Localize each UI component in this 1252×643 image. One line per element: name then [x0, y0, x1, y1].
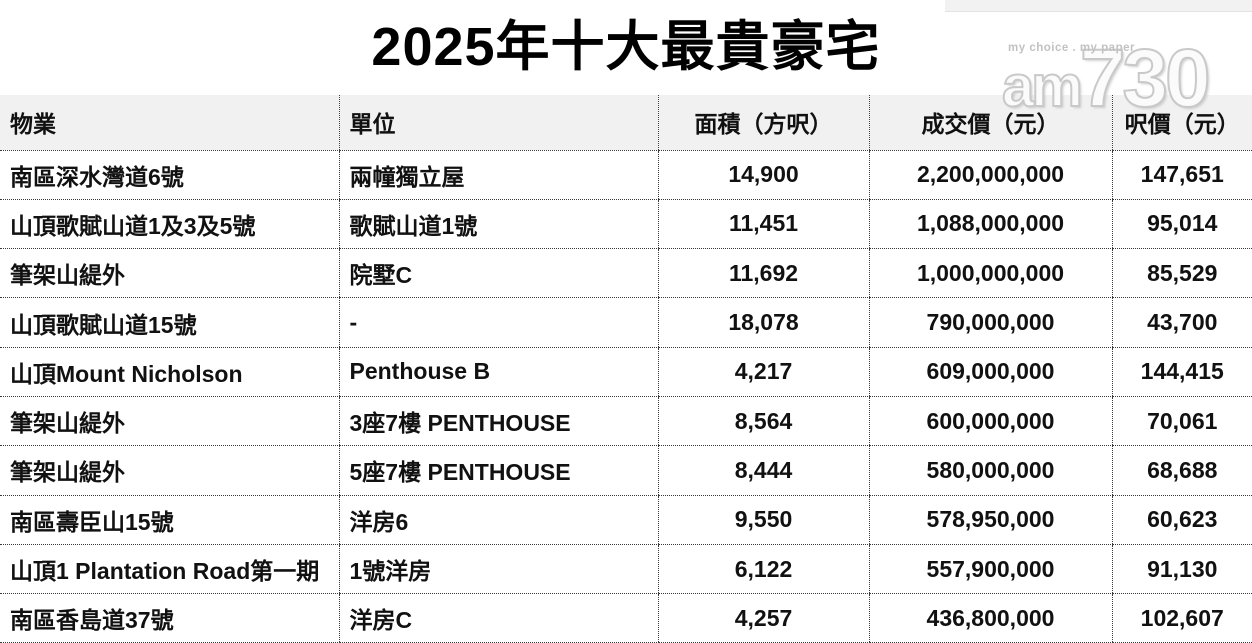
- table-row: 南區壽臣山15號 洋房6 9,550 578,950,000 60,623: [0, 495, 1252, 545]
- table-cell: 8,444: [657, 445, 869, 496]
- table-header-row: 物業 單位 面積（方呎） 成交價（元） 呎價（元）: [0, 95, 1252, 151]
- table-cell: 9,550: [657, 495, 869, 545]
- table-cell: 1,088,000,000: [868, 199, 1112, 250]
- column-header-3: 面積（方呎）: [657, 95, 869, 151]
- table-row: 山頂1 Plantation Road第一期 1號洋房 6,122 557,900,0…: [0, 544, 1252, 595]
- table-cell: 南區壽臣山15號: [0, 495, 339, 545]
- table-cell: 南區深水灣道6號: [0, 150, 339, 200]
- table-cell: 洋房C: [338, 593, 658, 643]
- table-cell: 95,014: [1111, 199, 1252, 250]
- table-cell: 70,061: [1111, 396, 1252, 447]
- table-cell: 600,000,000: [868, 396, 1112, 447]
- table-cell: 91,130: [1111, 544, 1252, 595]
- table-cell: 147,651: [1111, 150, 1252, 200]
- table-row: 南區香島道37號 洋房C 4,257 436,800,000 102,607: [0, 593, 1252, 643]
- table-cell: 11,692: [657, 248, 869, 299]
- table-cell: 1,000,000,000: [868, 248, 1112, 299]
- table-cell: 山頂歌賦山道1及3及5號: [0, 199, 339, 250]
- table-cell: 102,607: [1111, 593, 1252, 643]
- table-row: 筆架山緹外 3座7樓 PENTHOUSE 8,564 600,000,000 70,06…: [0, 396, 1252, 447]
- table-cell: 2,200,000,000: [868, 150, 1112, 200]
- column-header-5: 呎價（元）: [1111, 95, 1252, 151]
- table-cell: 筆架山緹外: [0, 396, 339, 447]
- table-cell: 85,529: [1111, 248, 1252, 299]
- top10-luxury-homes-table: 物業 單位 面積（方呎） 成交價（元） 呎價（元） 南區深水灣道6號 兩幢獨立屋 14,90…: [0, 95, 1252, 643]
- table-cell: 5座7樓 PENTHOUSE: [338, 445, 658, 496]
- table-cell: 歌賦山道1號: [338, 199, 658, 250]
- table-row: 山頂歌賦山道1及3及5號 歌賦山道1號 11,451 1,088,000,000 95,…: [0, 199, 1252, 250]
- table-cell: 洋房6: [338, 495, 658, 545]
- table-cell: 兩幢獨立屋: [338, 150, 658, 200]
- table-cell: 580,000,000: [868, 445, 1112, 496]
- table-cell: 院墅C: [338, 248, 658, 299]
- table-cell: 60,623: [1111, 495, 1252, 545]
- logo-background-strip: [945, 0, 1252, 12]
- table-cell: 南區香島道37號: [0, 593, 339, 643]
- table-cell: 4,257: [657, 593, 869, 643]
- table-cell: -: [338, 297, 658, 348]
- table-cell: 790,000,000: [868, 297, 1112, 348]
- table-cell: 山頂1 Plantation Road第一期: [0, 544, 339, 595]
- table-cell: 山頂Mount Nicholson: [0, 347, 339, 397]
- table-cell: 筆架山緹外: [0, 445, 339, 496]
- table-cell: 68,688: [1111, 445, 1252, 496]
- table-cell: 11,451: [657, 199, 869, 250]
- table-cell: 8,564: [657, 396, 869, 447]
- table-cell: 436,800,000: [868, 593, 1112, 643]
- table-cell: 筆架山緹外: [0, 248, 339, 299]
- page-title: 2025年十大最貴豪宅: [371, 17, 881, 77]
- table-cell: 18,078: [657, 297, 869, 348]
- table-cell: 609,000,000: [868, 347, 1112, 397]
- table-cell: 14,900: [657, 150, 869, 200]
- table-cell: 4,217: [657, 347, 869, 397]
- table-row: 筆架山緹外 5座7樓 PENTHOUSE 8,444 580,000,000 68,68…: [0, 445, 1252, 496]
- table-cell: 144,415: [1111, 347, 1252, 397]
- column-header-2: 單位: [338, 95, 658, 151]
- table-row: 筆架山緹外 院墅C 11,692 1,000,000,000 85,529: [0, 248, 1252, 299]
- column-header-4: 成交價（元）: [868, 95, 1112, 151]
- table-row: 山頂Mount Nicholson Penthouse B 4,217 609,000…: [0, 347, 1252, 397]
- table-cell: Penthouse B: [338, 347, 658, 397]
- table-cell: 578,950,000: [868, 495, 1112, 545]
- column-header-1: 物業: [0, 95, 339, 151]
- table-cell: 557,900,000: [868, 544, 1112, 595]
- table-cell: 6,122: [657, 544, 869, 595]
- table-cell: 43,700: [1111, 297, 1252, 348]
- table-row: 山頂歌賦山道15號 -18,078 790,000,000 43,700: [0, 297, 1252, 348]
- table-row: 南區深水灣道6號 兩幢獨立屋 14,900 2,200,000,000 147,651: [0, 150, 1252, 200]
- table-cell: 山頂歌賦山道15號: [0, 297, 339, 348]
- table-cell: 1號洋房: [338, 544, 658, 595]
- table-cell: 3座7樓 PENTHOUSE: [338, 396, 658, 447]
